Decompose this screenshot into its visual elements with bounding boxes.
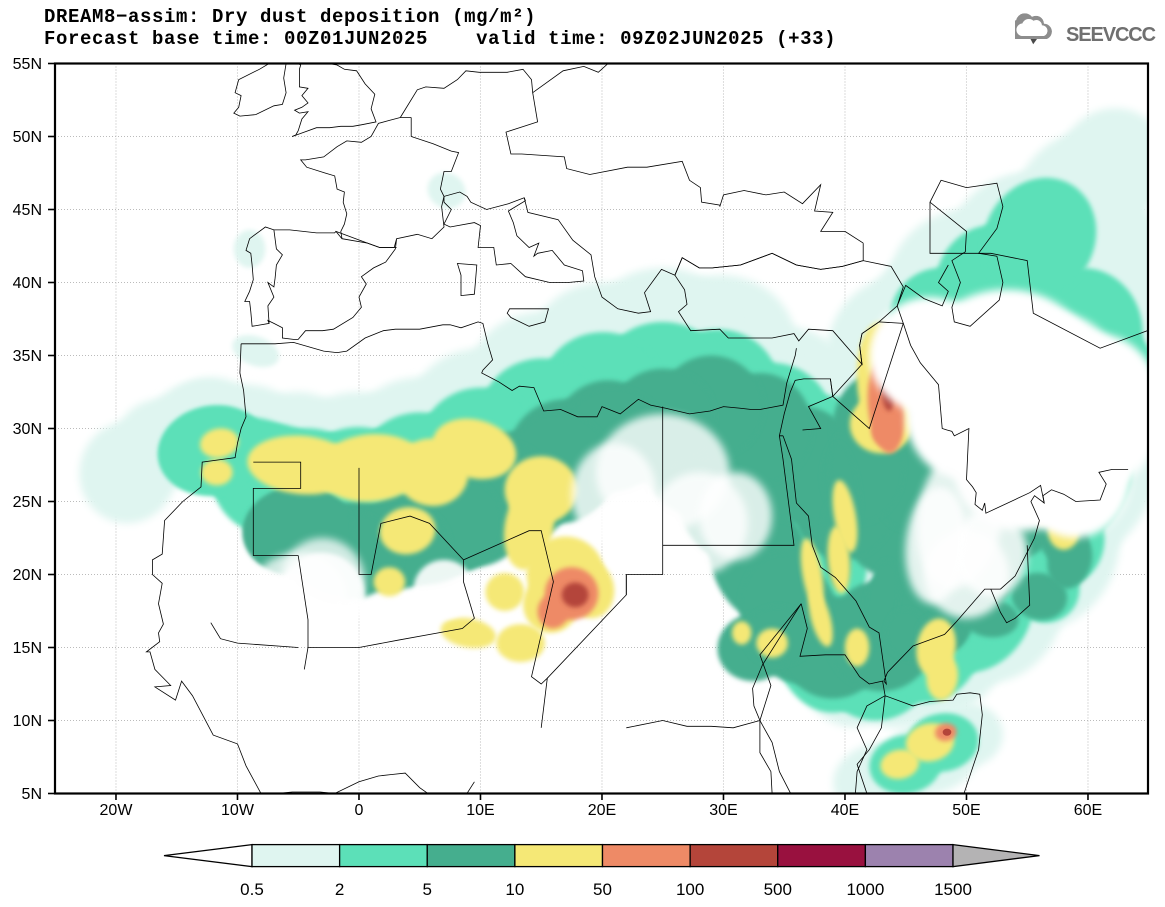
svg-text:50N: 50N [13,129,42,146]
svg-text:1500: 1500 [934,880,972,899]
svg-text:2: 2 [335,880,344,899]
svg-text:35N: 35N [13,348,42,365]
svg-text:25N: 25N [13,494,42,511]
svg-text:100: 100 [676,880,704,899]
svg-text:40N: 40N [13,275,42,292]
svg-text:20N: 20N [13,567,42,584]
svg-text:10W: 10W [221,802,255,819]
svg-text:30N: 30N [13,421,42,438]
svg-text:500: 500 [764,880,792,899]
svg-text:60E: 60E [1074,802,1102,819]
svg-text:15N: 15N [13,640,42,657]
svg-text:40E: 40E [831,802,859,819]
svg-text:50E: 50E [952,802,980,819]
svg-text:5N: 5N [22,786,42,803]
svg-text:1000: 1000 [846,880,884,899]
svg-text:10E: 10E [466,802,494,819]
svg-text:30E: 30E [709,802,737,819]
svg-text:10N: 10N [13,713,42,730]
svg-text:50: 50 [593,880,612,899]
svg-text:10: 10 [505,880,524,899]
svg-text:0.5: 0.5 [240,880,264,899]
svg-text:45N: 45N [13,202,42,219]
svg-text:20W: 20W [100,802,134,819]
svg-text:5: 5 [423,880,432,899]
svg-text:55N: 55N [13,56,42,73]
svg-text:20E: 20E [588,802,616,819]
svg-text:0: 0 [355,802,364,819]
